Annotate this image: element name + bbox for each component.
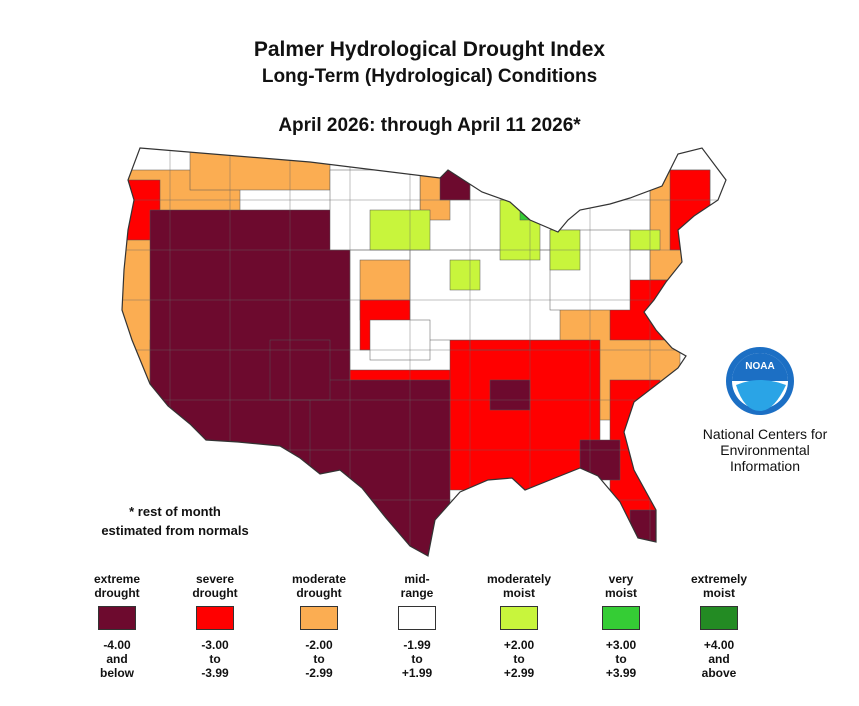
noaa-logo-text: NOAA — [745, 361, 774, 372]
legend-swatch — [398, 606, 436, 630]
map-title: Palmer Hydrological Drought Index — [253, 38, 606, 61]
legend-item: moderate drought -2.00 to -2.99 — [264, 572, 374, 680]
map-period: April 2026: through April 11 2026* — [278, 115, 581, 136]
legend-label-line-1: moderate — [291, 572, 347, 586]
region-mid-range-midwest — [409, 249, 561, 341]
legend-swatch — [300, 606, 338, 630]
legend-swatch — [196, 606, 234, 630]
footnote-line-2: estimated from normals — [101, 523, 249, 538]
legend-item: extreme drought -4.00 and below — [62, 572, 172, 680]
legend-range-line-1: -4.00 — [103, 638, 131, 652]
legend-item: extremely moist +4.00 and above — [664, 572, 774, 680]
legend-label-line-2: moist — [702, 586, 735, 600]
legend-swatch — [500, 606, 538, 630]
legend-range-line-2: to — [209, 652, 221, 666]
region-moderately-moist-iowa — [449, 259, 481, 291]
legend-label-line-2: drought — [192, 586, 238, 600]
region-moderately-moist-new-york — [629, 229, 661, 251]
legend-range-line-1: +2.00 — [503, 638, 535, 652]
legend-range-line-3: +3.99 — [605, 666, 637, 680]
agency-line-3: Information — [729, 458, 801, 474]
legend-label-line-1: very — [608, 572, 634, 586]
legend-label-line-1: severe — [195, 572, 235, 586]
legend-label-line-2: drought — [296, 586, 342, 600]
legend-range-line-2: to — [313, 652, 325, 666]
legend-label-line-2: moist — [502, 586, 535, 600]
legend-item: severe drought -3.00 to -3.99 — [160, 572, 270, 680]
region-extreme-georgia — [579, 439, 621, 481]
legend-range-line-1: +4.00 — [703, 638, 735, 652]
legend-range-line-2: to — [615, 652, 627, 666]
legend-range-line-3: +1.99 — [401, 666, 433, 680]
legend-range-line-3: -3.99 — [201, 666, 229, 680]
drought-map — [121, 147, 727, 557]
region-moderately-moist-dakota — [369, 209, 431, 251]
noaa-logo: NOAA — [726, 347, 794, 415]
legend-label-line-1: mid- — [404, 572, 430, 586]
footnote-line-1: * rest of month — [129, 504, 221, 519]
legend-range-line-3: below — [99, 666, 134, 680]
legend-label-line-1: extremely — [690, 572, 748, 586]
legend-item: very moist +3.00 to +3.99 — [566, 572, 676, 680]
agency-line-1: National Centers for — [702, 426, 828, 442]
legend-label-line-2: drought — [94, 586, 140, 600]
legend-range-line-1: -2.00 — [305, 638, 333, 652]
region-extreme-new-mexico — [269, 339, 331, 401]
legend-range-line-2: and — [106, 652, 128, 666]
legend-range-line-1: -1.99 — [403, 638, 431, 652]
legend-label-line-2: moist — [604, 586, 637, 600]
legend-swatch — [98, 606, 136, 630]
legend-label-line-1: extreme — [93, 572, 141, 586]
legend-range-line-3: -2.99 — [305, 666, 333, 680]
legend-range-line-2: and — [708, 652, 730, 666]
division-lines — [122, 148, 726, 556]
legend-range-line-1: +3.00 — [605, 638, 637, 652]
legend-range-line-3: above — [701, 666, 737, 680]
legend-swatch — [700, 606, 738, 630]
region-extreme-texas — [309, 379, 451, 556]
legend-range-line-2: to — [513, 652, 525, 666]
region-severe-south — [449, 339, 601, 491]
legend-range-line-3: +2.99 — [503, 666, 535, 680]
region-extreme-tennessee — [489, 379, 531, 411]
legend-range-line-2: to — [411, 652, 423, 666]
legend-swatch — [602, 606, 640, 630]
region-mid-range-kansas-east — [369, 319, 431, 361]
region-moderately-moist-wisconsin — [499, 199, 541, 261]
agency-line-2: Environmental — [720, 442, 810, 458]
legend-label-line-2: range — [400, 586, 434, 600]
region-very-moist-upper-michigan — [519, 199, 551, 221]
legend-range-line-1: -3.00 — [201, 638, 229, 652]
region-moderate-montana — [189, 149, 331, 191]
legend-item: moderately moist +2.00 to +2.99 — [464, 572, 574, 680]
region-extreme-minnesota — [439, 159, 471, 201]
legend-label-line-1: moderately — [486, 572, 552, 586]
legend-item: mid-range -1.99 to +1.99 — [362, 572, 472, 680]
map-subtitle: Long-Term (Hydrological) Conditions — [261, 66, 598, 87]
